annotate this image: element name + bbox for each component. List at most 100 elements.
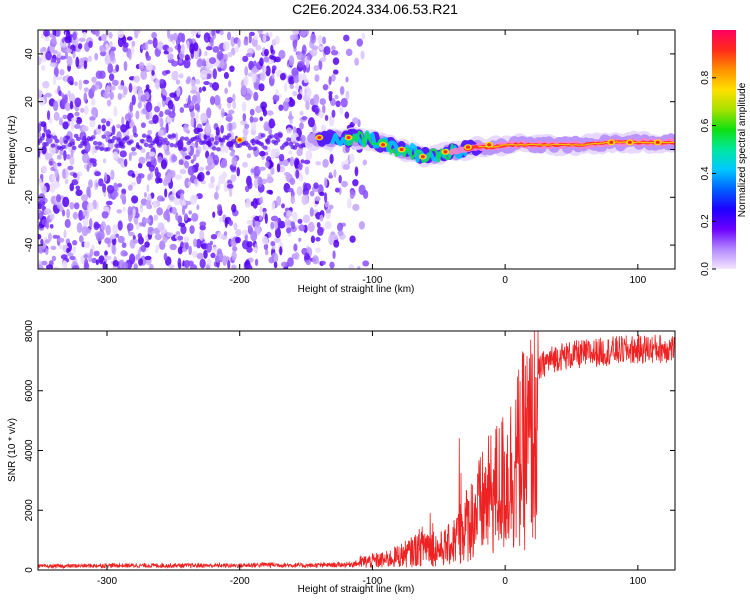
spectrogram-noise-cell	[83, 105, 89, 115]
spectrogram-noise-cell	[52, 100, 59, 112]
spectrogram-noise-cell	[171, 60, 179, 67]
spectrogram-noise-cell	[131, 94, 136, 106]
spectrogram-hotspot-core	[655, 140, 660, 144]
spectrogram-noise-cell	[296, 186, 303, 196]
spectrogram-band-cell	[63, 139, 69, 145]
spectrogram-noise-cell	[117, 220, 123, 231]
spectrogram-noise-cell	[301, 194, 309, 206]
spectrogram-noise-cell	[292, 30, 300, 36]
spectrogram-noise-cell	[274, 237, 281, 243]
spectrogram-noise-cell	[190, 159, 195, 164]
spectrogram-noise-cell	[61, 94, 68, 105]
spectrogram-noise-cell	[162, 95, 167, 102]
spectrogram-noise-cell	[356, 38, 364, 47]
spectrogram-noise-cell	[166, 172, 172, 183]
spectrogram-noise-cell	[135, 110, 140, 120]
spectrogram-noise-cell	[166, 215, 171, 223]
spectrogram-x-tick-label: -300	[97, 275, 117, 286]
spectrogram-noise-cell	[70, 148, 74, 158]
spectrogram-noise-cell	[157, 222, 165, 232]
spectrogram-noise-cell	[164, 188, 168, 198]
spectrogram-noise-cell	[358, 184, 366, 195]
spectrogram-noise-cell	[38, 123, 42, 133]
spectrogram-noise-cell	[223, 231, 228, 236]
spectrogram-band-cell	[175, 140, 181, 146]
spectrogram-band-cell	[105, 146, 111, 152]
spectrogram-noise-cell	[111, 243, 115, 254]
spectrogram-noise-cell	[104, 171, 108, 182]
spectrogram-noise-cell	[347, 197, 352, 209]
spectrogram-noise-cell	[157, 41, 164, 51]
spectrogram-noise-cell	[289, 156, 295, 167]
spectrogram-noise-cell	[81, 226, 89, 237]
spectrogram-noise-cell	[120, 124, 128, 133]
spectrogram-noise-cell	[190, 89, 198, 94]
spectrogram-noise-cell	[145, 55, 152, 61]
spectrogram-noise-cell	[297, 93, 303, 100]
spectrogram-noise-cell	[177, 235, 184, 241]
spectrogram-noise-cell	[126, 222, 134, 232]
spectrogram-noise-cell	[280, 261, 289, 268]
spectrogram-noise-cell	[204, 50, 208, 57]
snr-line	[38, 331, 675, 570]
colorbar-tick-label: 0.4	[700, 166, 711, 180]
spectrogram-noise-cell	[272, 94, 280, 103]
spectrogram-noise-cell	[140, 69, 148, 80]
spectrogram-noise-cell	[287, 150, 293, 155]
spectrogram-band-cell	[154, 138, 160, 144]
spectrogram-noise-cell	[203, 80, 210, 86]
spectrogram-noise-cell	[71, 179, 79, 186]
spectrogram-band-cell	[71, 145, 77, 151]
spectrogram-noise-cell	[270, 240, 276, 247]
spectrogram-noise-cell	[300, 30, 307, 37]
spectrogram-x-tick-label: -200	[230, 275, 250, 286]
spectrogram-noise-cell	[156, 195, 164, 202]
spectrogram-noise-cell	[40, 34, 44, 39]
spectrogram-band-cell	[146, 134, 151, 139]
spectrogram-noise-cell	[250, 168, 255, 173]
chart-title: C2E6.2024.334.06.53.R21	[292, 1, 458, 17]
spectrogram-noise-cell	[202, 86, 207, 92]
spectrogram-noise-cell	[83, 60, 88, 70]
spectrogram-noise-cell	[138, 61, 145, 71]
spectrogram-noise-cell	[270, 167, 275, 175]
spectrogram-noise-cell	[62, 114, 68, 120]
spectrogram-band-cell	[209, 137, 215, 142]
spectrogram-noise-cell	[45, 50, 52, 61]
spectrogram-noise-cell	[123, 60, 128, 72]
spectrogram-noise-cell	[333, 239, 340, 248]
spectrogram-noise-cell	[132, 125, 137, 136]
spectrogram-noise-cell	[223, 71, 229, 79]
spectrogram-noise-cell	[134, 30, 141, 34]
spectrogram-noise-cell	[231, 203, 237, 213]
spectrogram-y-axis: -40 -20 0 20 40	[24, 48, 675, 252]
spectrogram-noise-cell	[82, 209, 88, 217]
spectrogram-noise-cell	[53, 74, 57, 86]
spectrogram-noise-cell	[49, 213, 55, 221]
spectrogram-noise-cell	[93, 250, 100, 257]
spectrogram-noise-cell	[104, 250, 108, 256]
spectrogram-noise-cell	[94, 223, 101, 229]
spectrogram-noise-cell	[109, 50, 116, 62]
spectrogram-noise-cell	[162, 236, 168, 243]
spectrogram-noise-cell	[197, 171, 205, 182]
spectrogram-noise-cell	[250, 231, 258, 242]
spectrogram-noise-cell	[129, 101, 134, 113]
spectrogram-noise-cell	[209, 57, 217, 65]
spectrogram-noise-cell	[153, 106, 161, 113]
spectrogram-noise-cell	[216, 50, 224, 62]
spectrogram-noise-cell	[296, 148, 303, 157]
spectrogram-noise-cell	[190, 30, 198, 36]
spectrogram-x-axis: -300 -200 -100 0 100	[97, 30, 647, 286]
spectrogram-band-cell	[163, 137, 168, 143]
spectrogram-noise-cell	[128, 231, 135, 237]
spectrogram-noise-cell	[328, 172, 333, 177]
spectrogram-noise-cell	[172, 187, 176, 197]
spectrogram-noise-cell	[243, 38, 249, 46]
spectrogram-noise-cell	[289, 177, 296, 186]
spectrogram-noise-cell	[184, 54, 190, 61]
spectrogram-noise-cell	[154, 78, 160, 90]
spectrogram-noise-cell	[38, 178, 42, 186]
spectrogram-band-cell	[156, 141, 162, 147]
